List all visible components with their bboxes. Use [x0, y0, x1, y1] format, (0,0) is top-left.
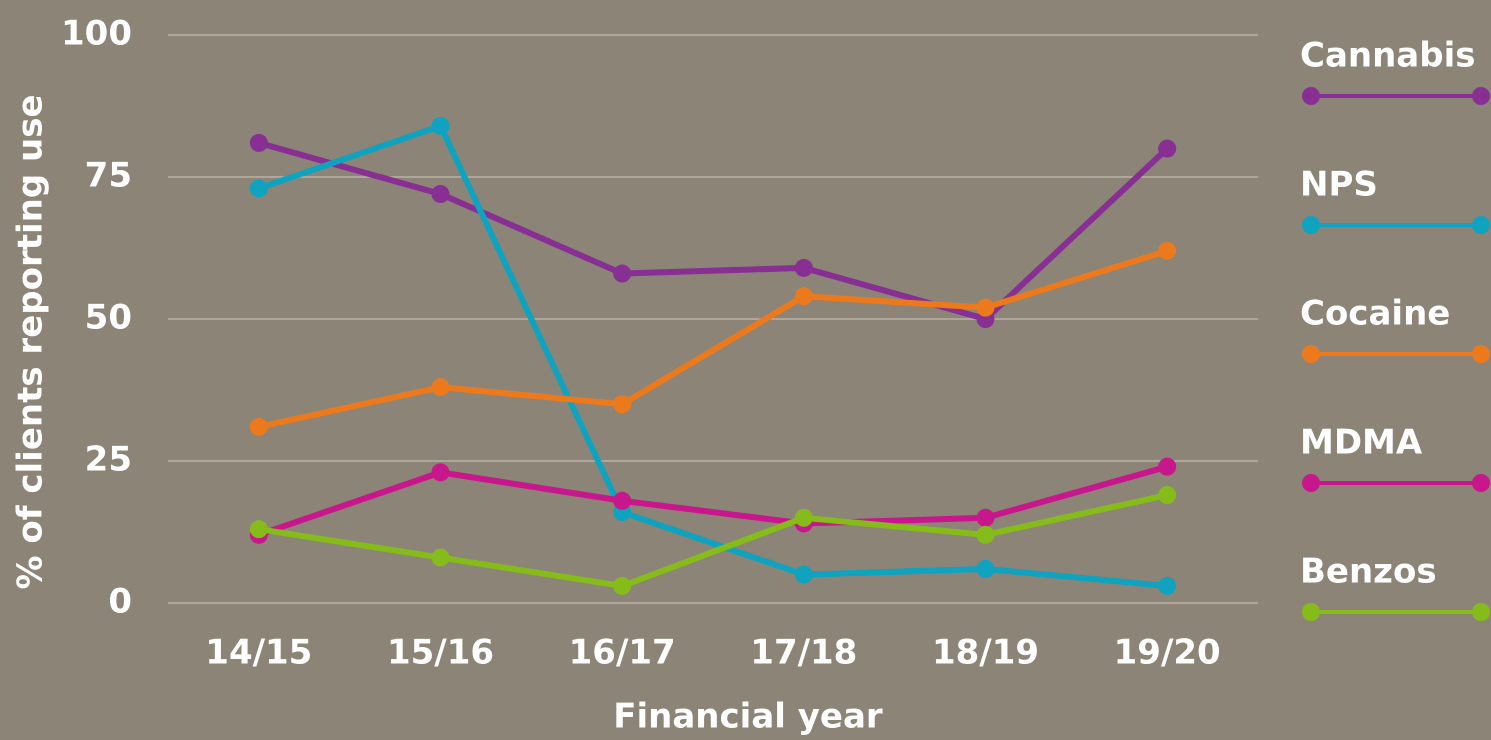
- x-tick-label: 16/17: [569, 633, 676, 673]
- data-point: [431, 185, 450, 204]
- legend-marker: [1302, 345, 1320, 363]
- data-point: [249, 179, 268, 198]
- legend-marker: [1472, 216, 1490, 234]
- data-point: [431, 116, 450, 135]
- data-point: [976, 298, 995, 317]
- legend-label: Cocaine: [1300, 294, 1450, 334]
- data-point: [794, 508, 813, 527]
- data-point: [431, 463, 450, 482]
- y-tick-label: 0: [108, 582, 132, 622]
- series-line: [257, 122, 1168, 589]
- y-axis-label: % of clients reporting use: [11, 94, 51, 589]
- x-axis-label: Financial year: [613, 697, 883, 737]
- data-point: [431, 548, 450, 567]
- data-point: [976, 559, 995, 578]
- data-point: [431, 378, 450, 397]
- data-point: [1158, 576, 1177, 595]
- legend-marker: [1472, 603, 1490, 621]
- data-point: [613, 576, 632, 595]
- data-point: [794, 258, 813, 277]
- data-point: [976, 525, 995, 544]
- data-point: [1158, 486, 1177, 505]
- legend-marker: [1472, 474, 1490, 492]
- data-point: [249, 520, 268, 539]
- data-point: [1158, 457, 1177, 476]
- data-point: [249, 417, 268, 436]
- legend-marker: [1472, 87, 1490, 105]
- legend-label: Benzos: [1300, 552, 1437, 592]
- y-tick-label: 25: [85, 440, 132, 480]
- data-point: [1158, 139, 1177, 158]
- legend-label: NPS: [1300, 165, 1378, 205]
- data-point: [613, 491, 632, 510]
- series-line: [257, 463, 1168, 538]
- legend-marker: [1302, 603, 1320, 621]
- y-tick-label: 75: [85, 156, 132, 196]
- series-line: [258, 140, 1170, 322]
- data-point: [613, 395, 632, 414]
- legend-label: MDMA: [1300, 423, 1423, 463]
- data-point: [794, 287, 813, 306]
- x-tick-label: 17/18: [750, 633, 857, 673]
- data-point: [613, 264, 632, 283]
- legend-marker: [1472, 345, 1490, 363]
- data-point: [249, 133, 268, 152]
- data-point: [794, 565, 813, 584]
- legend-marker: [1302, 87, 1320, 105]
- x-tick-label: 14/15: [205, 633, 312, 673]
- x-tick-label: 15/16: [387, 633, 494, 673]
- data-point: [1158, 241, 1177, 260]
- x-tick-label: 19/20: [1114, 633, 1221, 673]
- series-line: [258, 492, 1168, 589]
- legend-marker: [1302, 216, 1320, 234]
- y-tick-label: 50: [85, 298, 132, 338]
- x-tick-label: 18/19: [932, 633, 1039, 673]
- legend-marker: [1302, 474, 1320, 492]
- y-tick-label: 100: [61, 14, 132, 54]
- data-point: [976, 508, 995, 527]
- series-line: [258, 247, 1169, 430]
- legend-label: Cannabis: [1300, 36, 1475, 76]
